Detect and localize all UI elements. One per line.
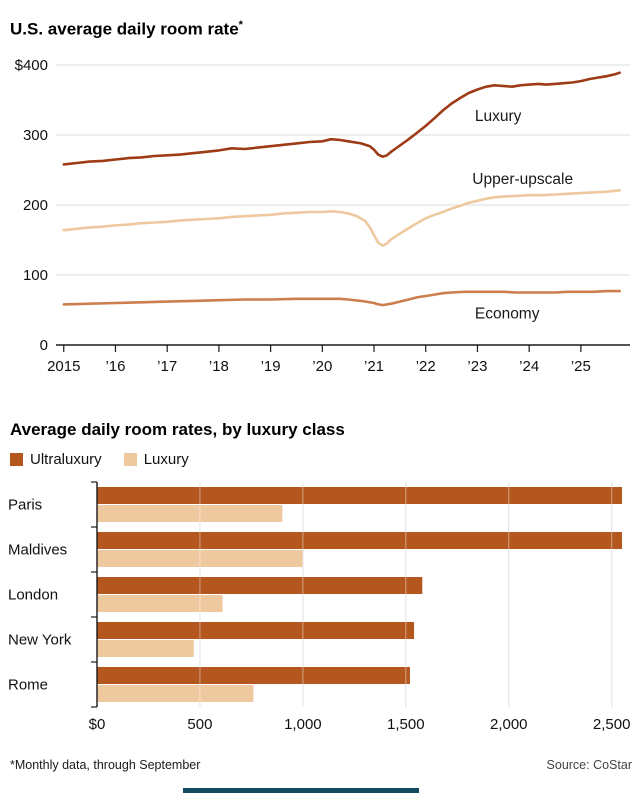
bar-ultraluxury-rome <box>97 666 410 684</box>
legend-item-luxury: Luxury <box>123 450 189 468</box>
x-tick-label: ’17 <box>157 358 177 375</box>
footnote-asterisk: * <box>238 19 243 31</box>
x-tick-label: 2015 <box>47 358 80 375</box>
category-label-paris: Paris <box>8 496 42 513</box>
legend-swatch-luxury <box>123 452 137 466</box>
line-chart-title-text: U.S. average daily room rate <box>10 19 239 39</box>
y-tick-label: 300 <box>23 127 48 144</box>
series-line-luxury <box>62 71 621 166</box>
x-tick-label: ’24 <box>519 358 539 375</box>
footnote: *Monthly data, through September <box>10 757 201 772</box>
bar-ultraluxury-paris <box>97 486 622 504</box>
category-label-london: London <box>8 586 58 603</box>
bar-chart-legend: Ultraluxury Luxury <box>0 441 642 468</box>
y-tick-label: 200 <box>23 197 48 214</box>
footnote-row: *Monthly data, through September Source:… <box>0 738 642 772</box>
bar-ultraluxury-new-york <box>97 621 415 639</box>
x-tick-label: 2,500 <box>593 716 631 733</box>
bar-luxury-new-york <box>97 639 194 657</box>
x-tick-label: ’19 <box>261 358 281 375</box>
series-label-luxury: Luxury <box>475 108 522 125</box>
x-tick-label: ’20 <box>312 358 332 375</box>
bar-luxury-rome <box>97 684 254 702</box>
bar-luxury-london <box>97 594 223 612</box>
category-label-maldives: Maldives <box>8 541 67 558</box>
y-gridlines: 0 100 200 300 $400 <box>15 57 630 354</box>
y-tick-label: $400 <box>15 57 48 74</box>
line-chart-title: U.S. average daily room rate* <box>0 0 642 45</box>
x-tick-label: 2,000 <box>490 716 528 733</box>
bottom-divider <box>183 788 419 793</box>
bar-chart-title: Average daily room rates, by luxury clas… <box>10 419 345 439</box>
x-tick-label: ’25 <box>571 358 591 375</box>
x-tick-label: ’21 <box>364 358 384 375</box>
x-tick-label: ’18 <box>209 358 229 375</box>
source-credit: Source: CoStar <box>546 757 632 772</box>
y-tick-label: 0 <box>40 337 48 354</box>
x-tick-label: 1,500 <box>387 716 425 733</box>
bar-chart: Paris Maldives London New York Rome $0 500 1,00… <box>8 481 631 733</box>
x-axis: 2015 ’16 ’17 ’18 ’19 ’20 ’21 ’22 ’23 ’24 ’25 <box>47 344 591 375</box>
x-tick-label: 500 <box>187 716 212 733</box>
legend-item-ultraluxury: Ultraluxury <box>10 451 102 468</box>
category-label-rome: Rome <box>8 676 48 693</box>
legend-label-luxury: Luxury <box>143 450 189 468</box>
y-tick-label: 100 <box>23 267 48 284</box>
bar-ultraluxury-maldives <box>97 531 622 549</box>
x-tick-label: ’23 <box>467 358 487 375</box>
x-tick-label: ’16 <box>105 358 125 375</box>
legend-label-ultraluxury: Ultraluxury <box>30 450 102 468</box>
series-line-economy <box>62 289 621 307</box>
legend-swatch-ultraluxury <box>10 452 23 466</box>
x-tick-label: 1,000 <box>284 716 322 733</box>
series-label-upper-upscale: Upper-upscale <box>472 171 573 188</box>
bar-ultraluxury-london <box>97 576 423 594</box>
x-tick-label: ’22 <box>416 358 436 375</box>
series-label-economy: Economy <box>475 305 540 322</box>
category-label-new-york: New York <box>8 631 72 648</box>
bar-luxury-paris <box>97 504 283 522</box>
line-chart: 0 100 200 300 $400 2015 ’16 ’17 ’18 ’19 ’20 ’21 ’22 ’… <box>15 57 630 375</box>
bar-luxury-maldives <box>97 549 303 567</box>
series-line-upper-upscale <box>62 188 621 247</box>
x-tick-label: $0 <box>89 716 106 733</box>
bars <box>97 486 622 702</box>
